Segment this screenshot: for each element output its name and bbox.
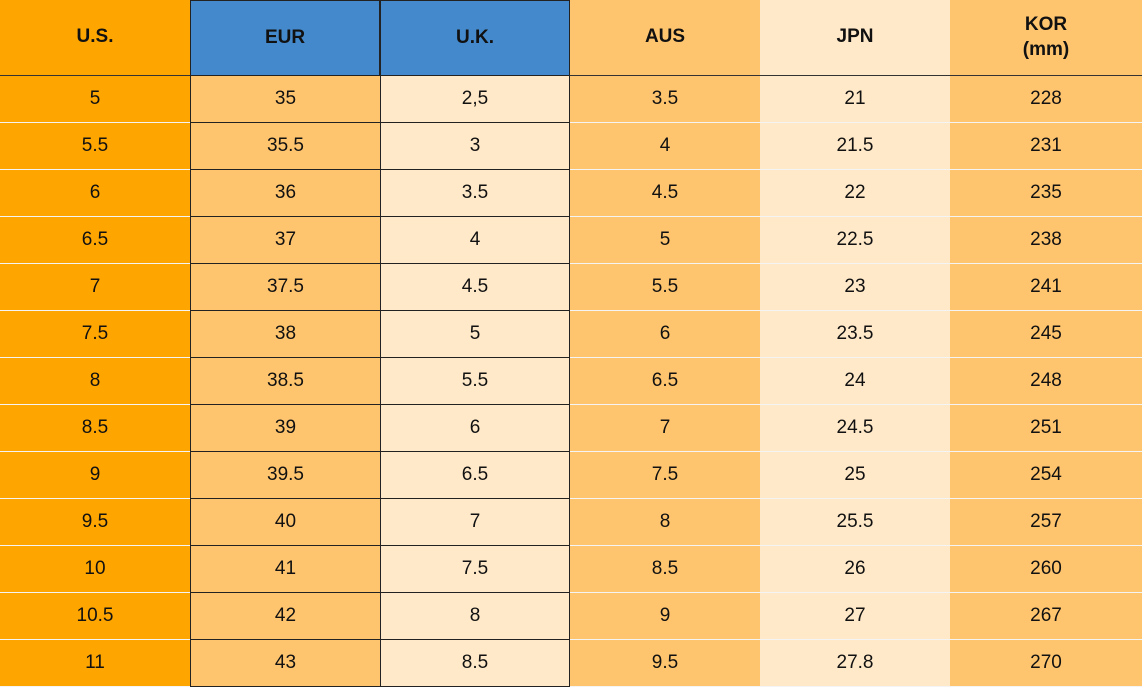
- table-cell: 9.5: [570, 640, 760, 687]
- header-cell: U.S.: [0, 0, 190, 76]
- table-cell: 23: [760, 264, 950, 311]
- table-cell: 9: [0, 452, 190, 499]
- table-cell: 37.5: [190, 264, 380, 311]
- table-cell: 6: [380, 405, 570, 452]
- header-cell: U.K.: [380, 0, 570, 76]
- table-cell: 39.5: [190, 452, 380, 499]
- table-cell: 27.8: [760, 640, 950, 687]
- table-cell: 6.5: [380, 452, 570, 499]
- table-cell: 7.5: [0, 311, 190, 358]
- table-cell: 8.5: [0, 405, 190, 452]
- table-cell: 8: [570, 499, 760, 546]
- table-cell: 7: [570, 405, 760, 452]
- table-cell: 8.5: [380, 640, 570, 687]
- table-cell: 5.5: [0, 123, 190, 170]
- table-cell: 21: [760, 76, 950, 123]
- header-cell: AUS: [570, 0, 760, 76]
- table-cell: 2,5: [380, 76, 570, 123]
- table-cell: 24.5: [760, 405, 950, 452]
- table-cell: 8.5: [570, 546, 760, 593]
- table-cell: 5: [570, 217, 760, 264]
- table-cell: 6.5: [0, 217, 190, 264]
- table-cell: 6: [570, 311, 760, 358]
- table-cell: 3.5: [570, 76, 760, 123]
- table-cell: 39: [190, 405, 380, 452]
- table-cell: 11: [0, 640, 190, 687]
- table-cell: 22.5: [760, 217, 950, 264]
- table-cell: 35: [190, 76, 380, 123]
- table-cell: 257: [950, 499, 1142, 546]
- table-cell: 267: [950, 593, 1142, 640]
- table-cell: 251: [950, 405, 1142, 452]
- table-cell: 270: [950, 640, 1142, 687]
- table-cell: 5.5: [570, 264, 760, 311]
- table-cell: 25: [760, 452, 950, 499]
- table-cell: 36: [190, 170, 380, 217]
- table-cell: 4: [380, 217, 570, 264]
- table-cell: 238: [950, 217, 1142, 264]
- table-cell: 22: [760, 170, 950, 217]
- table-cell: 3: [380, 123, 570, 170]
- table-cell: 231: [950, 123, 1142, 170]
- table-cell: 245: [950, 311, 1142, 358]
- table-cell: 9: [570, 593, 760, 640]
- table-cell: 235: [950, 170, 1142, 217]
- table-cell: 5: [380, 311, 570, 358]
- table-cell: 7: [380, 499, 570, 546]
- table-cell: 6.5: [570, 358, 760, 405]
- table-cell: 241: [950, 264, 1142, 311]
- table-cell: 21.5: [760, 123, 950, 170]
- table-cell: 3.5: [380, 170, 570, 217]
- table-cell: 38.5: [190, 358, 380, 405]
- table-cell: 4: [570, 123, 760, 170]
- table-cell: 23.5: [760, 311, 950, 358]
- table-cell: 40: [190, 499, 380, 546]
- header-cell: KOR (mm): [950, 0, 1142, 76]
- table-cell: 5: [0, 76, 190, 123]
- table-cell: 6: [0, 170, 190, 217]
- table-cell: 26: [760, 546, 950, 593]
- table-cell: 4.5: [570, 170, 760, 217]
- table-cell: 25.5: [760, 499, 950, 546]
- table-cell: 8: [380, 593, 570, 640]
- table-cell: 10: [0, 546, 190, 593]
- table-cell: 260: [950, 546, 1142, 593]
- table-cell: 248: [950, 358, 1142, 405]
- table-cell: 10.5: [0, 593, 190, 640]
- table-cell: 5.5: [380, 358, 570, 405]
- table-cell: 43: [190, 640, 380, 687]
- table-cell: 37: [190, 217, 380, 264]
- table-cell: 8: [0, 358, 190, 405]
- header-cell: JPN: [760, 0, 950, 76]
- table-cell: 9.5: [0, 499, 190, 546]
- table-cell: 27: [760, 593, 950, 640]
- table-cell: 42: [190, 593, 380, 640]
- table-cell: 7.5: [380, 546, 570, 593]
- table-cell: 41: [190, 546, 380, 593]
- table-cell: 24: [760, 358, 950, 405]
- table-cell: 228: [950, 76, 1142, 123]
- header-cell: EUR: [190, 0, 380, 76]
- table-cell: 38: [190, 311, 380, 358]
- table-cell: 254: [950, 452, 1142, 499]
- table-cell: 35.5: [190, 123, 380, 170]
- table-cell: 7.5: [570, 452, 760, 499]
- table-cell: 4.5: [380, 264, 570, 311]
- table-cell: 7: [0, 264, 190, 311]
